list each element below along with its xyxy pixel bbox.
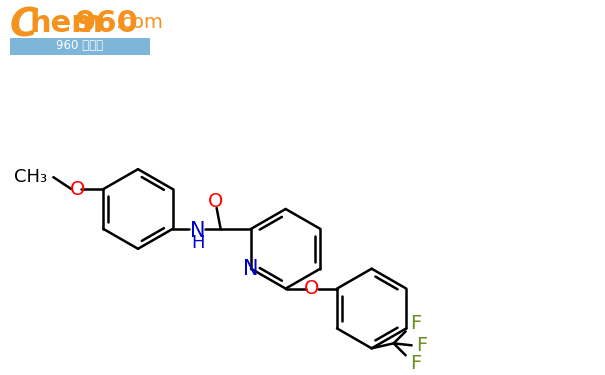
Text: C: C — [10, 7, 39, 45]
Text: CH₃: CH₃ — [15, 168, 47, 186]
Text: N: N — [190, 221, 205, 241]
Text: .com: .com — [116, 13, 164, 32]
Text: O: O — [70, 180, 85, 199]
Text: hem: hem — [30, 9, 104, 38]
Text: F: F — [416, 336, 427, 355]
Text: H: H — [191, 234, 204, 252]
Text: F: F — [410, 354, 421, 373]
Text: N: N — [243, 259, 259, 279]
Text: O: O — [208, 192, 223, 210]
Text: 960 化工网: 960 化工网 — [56, 39, 103, 52]
Text: O: O — [304, 279, 319, 298]
Text: 960: 960 — [74, 9, 138, 38]
FancyBboxPatch shape — [10, 38, 150, 55]
Text: F: F — [410, 314, 421, 333]
